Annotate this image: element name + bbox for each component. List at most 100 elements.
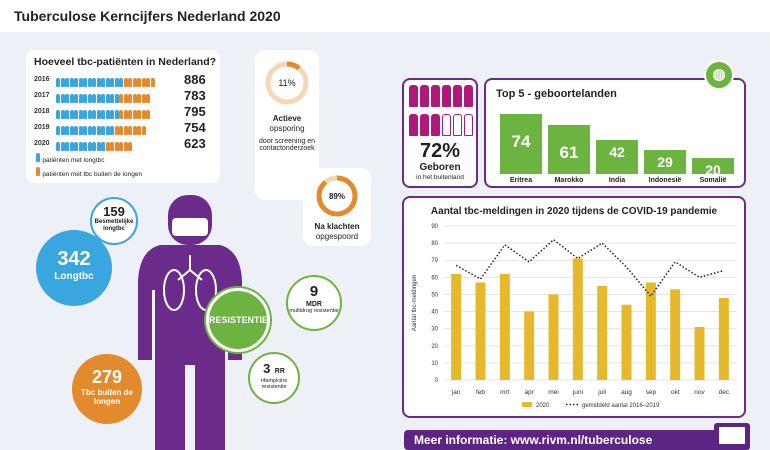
- bar-2020: [718, 297, 729, 380]
- person-lung-icon: [110, 126, 114, 135]
- person-lung-icon: [92, 142, 96, 151]
- infectious-num: 159: [103, 204, 125, 219]
- y-axis-label: Aantal tbc-meldingen: [412, 275, 418, 331]
- complaints-label1: Na klachten: [314, 222, 360, 231]
- person-nl-icon: [453, 114, 462, 136]
- person-ext-icon: [137, 78, 141, 87]
- mdr-desc: multidrug resistentie: [289, 308, 339, 314]
- person-ext-icon: [137, 110, 141, 119]
- active-label1: Actieve: [272, 114, 302, 123]
- person-lung-icon: [60, 142, 65, 151]
- person-lung-icon: [83, 78, 87, 87]
- bar-2020: [670, 289, 681, 380]
- top5-bar: 20: [692, 157, 734, 178]
- top5-bar: 29: [644, 150, 686, 174]
- bar-2020: [499, 273, 510, 380]
- person-lung-icon: [101, 110, 105, 119]
- patients-card: Hoeveel tbc-patiënten in Nederland? 2016…: [26, 50, 220, 183]
- person-lung-icon: [101, 142, 105, 151]
- resistance-circle: RESISTENTIE: [206, 288, 270, 352]
- person-lung-icon: [74, 110, 78, 119]
- person-lung-icon: [87, 78, 92, 87]
- person-lung-icon: [101, 78, 105, 87]
- person-ext-icon: [132, 94, 137, 103]
- person-lung-icon: [65, 142, 69, 151]
- y-tick-label: 50: [431, 292, 438, 298]
- x-tick-label: dec: [719, 389, 730, 396]
- born-sub: in het buitenland: [416, 174, 464, 181]
- person-lung-icon: [96, 126, 101, 135]
- patients-heading: Hoeveel tbc-patiënten in Nederland?: [34, 56, 217, 68]
- bar-2020: [475, 282, 486, 380]
- person-lung-icon: [69, 126, 74, 135]
- person-lung-icon: [74, 94, 78, 103]
- screen-icon: [714, 423, 750, 450]
- globe-icon: ◍: [704, 60, 734, 90]
- complaints-pct: 89%: [328, 192, 345, 201]
- active-donut-arc: [265, 61, 309, 105]
- person-lung-icon: [83, 110, 87, 119]
- x-tick-label: nov: [694, 389, 705, 396]
- patient-people-row: [56, 138, 133, 156]
- person-ext-icon: [119, 94, 123, 103]
- patient-count: 886: [184, 72, 206, 87]
- person-lung-icon: [92, 126, 96, 135]
- mdr-num: 9: [309, 283, 319, 300]
- person-lung-icon: [56, 78, 60, 87]
- top5-country-label: Indonesië: [648, 177, 682, 184]
- patient-year: 2018: [34, 108, 50, 115]
- active-donut: [265, 61, 309, 105]
- bar-2020: [597, 285, 608, 380]
- person-lung-icon: [69, 110, 74, 119]
- person-lung-icon: [74, 142, 78, 151]
- top5-bar: 61: [548, 124, 590, 174]
- page-title: Tuberculose Kerncijfers Nederland 2020: [14, 8, 281, 24]
- person-lung-icon: [101, 94, 105, 103]
- active-label2: opsporing: [269, 124, 305, 133]
- person-abroad-icon: [453, 85, 462, 107]
- person-ext-icon: [123, 126, 128, 135]
- person-lung-icon: [56, 142, 60, 151]
- y-tick-label: 10: [431, 361, 438, 367]
- person-lung-icon: [78, 142, 83, 151]
- person-ext-icon: [114, 126, 119, 135]
- born-label: Geboren: [419, 162, 461, 173]
- person-abroad-icon: [420, 85, 429, 107]
- patient-people-row: [56, 90, 151, 108]
- person-lung-icon: [114, 110, 119, 119]
- active-pct: 11%: [278, 78, 296, 88]
- person-lung-icon: [78, 78, 83, 87]
- ext-tbc-num: 279: [91, 367, 123, 387]
- person-lung-icon: [110, 78, 114, 87]
- y-tick-label: 40: [431, 310, 438, 316]
- person-ext-icon: [137, 126, 141, 135]
- x-tick-label: sep: [646, 389, 657, 396]
- top5-card: Top 5 - geboortelanden 74 Eritrea 61 Marokk…: [484, 78, 746, 188]
- y-tick-label: 30: [431, 327, 438, 333]
- legend-ext: patiënten met tbc buiten de longen: [36, 167, 142, 178]
- person-lung-icon: [96, 142, 101, 151]
- person-ext-icon: [141, 110, 146, 119]
- person-lung-icon: [114, 94, 119, 103]
- footer-bar: Meer informatie: www.rivm.nl/tuberculose: [404, 430, 744, 450]
- monthly-chart-svg: 0 10 20 30 40 50 60 70 80 90 Aantal tbc-meldingen j…: [412, 224, 736, 409]
- x-tick-label: apr: [524, 389, 534, 396]
- person-lung-icon: [69, 94, 74, 103]
- footer-link[interactable]: Meer informatie: www.rivm.nl/tuberculose: [414, 433, 653, 447]
- legend-bar-label: 2020: [536, 403, 550, 409]
- person-abroad-icon: [409, 114, 418, 136]
- person-lung-icon: [87, 94, 92, 103]
- x-tick-label: mei: [548, 389, 558, 396]
- person-lung-icon: [60, 94, 65, 103]
- person-ext-icon: [141, 94, 146, 103]
- top5-heading: Top 5 - geboortelanden: [496, 88, 617, 100]
- top5-bar: 42: [596, 139, 638, 174]
- top5-country-label: Marokko: [554, 177, 584, 184]
- legend-lung: patiënten met longtbc: [36, 153, 104, 164]
- person-lung-icon: [65, 126, 69, 135]
- legend-line-label: gemiddeld aantal 2016–2019: [582, 403, 660, 409]
- person-ext-icon: [119, 110, 123, 119]
- born-pct: 72%: [419, 140, 461, 162]
- bar-2020: [694, 326, 705, 380]
- rr-circle: 3 RR rifampicine resistentie: [248, 352, 300, 404]
